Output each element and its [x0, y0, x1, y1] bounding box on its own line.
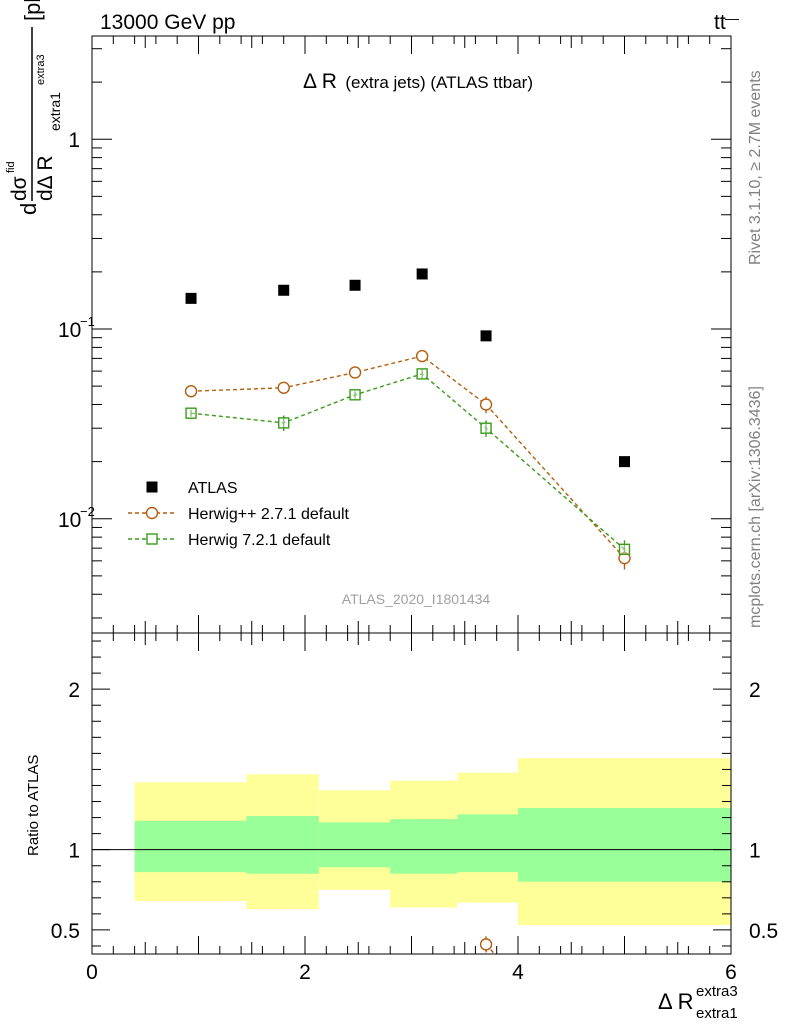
- ratio-y-tick-label-right: 1: [749, 840, 761, 863]
- atlas-data-point: [349, 279, 361, 291]
- herwigpp-point: [618, 551, 631, 565]
- process-label: tt: [714, 11, 726, 34]
- ratio-band-inner: [518, 807, 731, 882]
- x-axis-label: Δ R extra3 extra1: [658, 983, 738, 1022]
- legend-label: ATLAS: [188, 480, 238, 497]
- svg-text:extra3: extra3: [696, 983, 738, 1000]
- ratio-y-tick-label: 0.5: [51, 920, 80, 943]
- herwigpp-point: [479, 398, 493, 411]
- analysis-watermark: ATLAS_2020_I1801434: [342, 591, 491, 607]
- herwigpp-line: [191, 355, 626, 559]
- main-panel: 10−210−11: [58, 35, 732, 634]
- atlas-data-point: [480, 330, 492, 342]
- svg-text:extra1: extra1: [47, 92, 63, 131]
- ratio-y-tick-label: 2: [68, 679, 80, 702]
- y-tick-label-exponent: −1: [80, 314, 95, 329]
- svg-text:Δ R: Δ R: [658, 989, 693, 1014]
- ratio-band-inner: [318, 822, 391, 868]
- atlas-data-point: [278, 284, 290, 296]
- chart-title: Δ R (extra jets) (ATLAS ttbar): [303, 70, 533, 93]
- y-tick-label: 10: [58, 509, 81, 532]
- ratio-y-tick-label: 1: [68, 840, 80, 863]
- x-tick-label: 2: [299, 961, 311, 984]
- herwig7-point: [278, 417, 290, 429]
- ratio-y-axis-label: Ratio to ATLAS: [25, 755, 42, 856]
- herwig7-point: [349, 389, 361, 401]
- herwig7-point: [416, 368, 428, 380]
- svg-text:dΔ R: dΔ R: [34, 155, 57, 201]
- mcplots-label: mcplots.cern.ch [arXiv:1306.3436]: [747, 386, 764, 628]
- herwig7-point: [480, 422, 492, 434]
- legend: ATLAS Herwig++ 2.7.1 default Herwig 7.2.1 …: [128, 480, 350, 549]
- rivet-label: Rivet 3.1.10, ≥ 2.7M events: [747, 70, 764, 265]
- atlas-data-point: [619, 456, 630, 468]
- ratio-y-tick-label-right: 0.5: [749, 920, 778, 943]
- svg-text:d: d: [16, 203, 41, 215]
- beam-energy-label: 13000 GeV pp: [100, 11, 235, 34]
- svg-text:fid: fid: [5, 161, 17, 173]
- ratio-band-inner: [390, 819, 458, 874]
- ratio-band-inner: [246, 815, 319, 874]
- x-tick-label: 6: [725, 961, 737, 984]
- x-tick-label: 0: [86, 961, 98, 984]
- legend-label: Herwig++ 2.7.1 default: [188, 506, 350, 523]
- ratio-panel: 0.5 0.5 1 1 2 2 0 2 4 6: [51, 632, 778, 984]
- svg-text:extra3: extra3: [35, 54, 47, 85]
- herwigpp-point: [184, 385, 198, 398]
- process-bar: —: [725, 10, 739, 26]
- svg-text:dσ: dσ: [8, 176, 31, 201]
- legend-marker-atlas: [146, 481, 158, 493]
- herwig7-point: [185, 407, 197, 419]
- ratio-band-inner: [457, 814, 518, 873]
- main-y-axis-label: d dσ fid dΔ R extra1 extra3 [pb]: [5, 0, 63, 215]
- herwig7-point: [618, 543, 631, 556]
- atlas-data-point: [416, 268, 428, 280]
- y-tick-label: 10: [58, 319, 81, 342]
- ratio-herwigpp-point: [479, 938, 493, 951]
- herwig7-line: [190, 373, 625, 550]
- legend-label: Herwig 7.2.1 default: [188, 532, 331, 549]
- y-tick-label-exponent: −2: [80, 504, 95, 519]
- herwigpp-point: [277, 381, 290, 394]
- herwigpp-point: [348, 366, 362, 379]
- x-tick-label: 4: [512, 961, 524, 984]
- herwigpp-point: [415, 349, 429, 363]
- svg-text:[pb]: [pb]: [20, 0, 45, 21]
- ratio-y-tick-label-right: 2: [749, 679, 761, 702]
- legend-marker-herwig7: [146, 533, 158, 545]
- y-tick-label: 1: [68, 129, 80, 152]
- svg-text:extra1: extra1: [696, 1005, 738, 1022]
- legend-marker-herwigpp: [145, 506, 159, 520]
- ratio-band-inner: [134, 820, 247, 873]
- atlas-data-point: [185, 292, 197, 304]
